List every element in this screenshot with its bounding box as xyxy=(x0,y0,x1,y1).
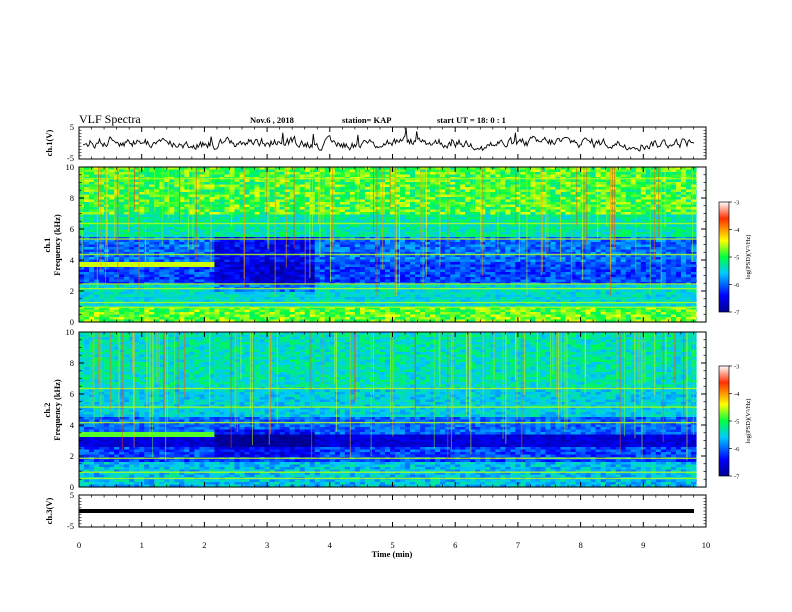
freq-tick-label: 2 xyxy=(70,286,74,296)
freq-tick-label: 0 xyxy=(70,317,74,327)
ch1-spec-ylabel: Frequency (kHz) xyxy=(52,214,62,276)
freq-tick-label: 6 xyxy=(70,224,74,234)
ch3-waveform-panel: 5 -5 ch.3(V) xyxy=(44,490,707,531)
figure-title: VLF Spectra xyxy=(79,112,141,126)
time-tick-label: 6 xyxy=(453,540,457,550)
colorbar-tick-label: -7 xyxy=(734,309,740,316)
time-axis-label: Time (min) xyxy=(372,549,413,559)
ch1-frequency-ticks: 0 2 4 6 8 10 xyxy=(66,162,706,327)
colorbar-tick-label: -3 xyxy=(734,199,739,206)
ch2-colorbar-ticks: -3 -4 -5 -6 -7 xyxy=(729,363,740,480)
ch3-ytick-bottom: -5 xyxy=(67,521,74,531)
ch2-spec-channel-label: ch.2 xyxy=(42,403,52,418)
ch1-colorbar-label: log(PSD)(V²/Hz) xyxy=(745,235,752,280)
ch2-spectrogram-image xyxy=(79,332,707,488)
ch1-colorbar-ticks: -3 -4 -5 -6 -7 xyxy=(729,199,740,316)
ch3-ytick-top: 5 xyxy=(70,490,74,500)
ch1-spectrogram-image xyxy=(79,167,707,323)
colorbar-tick-label: -4 xyxy=(734,227,740,234)
time-tick-label: 4 xyxy=(328,540,333,550)
freq-tick-label: 4 xyxy=(70,420,75,430)
ch2-frequency-ticks: 0 2 4 6 8 10 xyxy=(66,327,706,492)
time-tick-label: 7 xyxy=(516,540,520,550)
freq-tick-label: 8 xyxy=(70,358,74,368)
colorbar-tick-label: -6 xyxy=(734,282,740,289)
freq-tick-label: 0 xyxy=(70,482,74,492)
ch1-colorbar: -3 -4 -5 -6 -7 log(PSD)(V²/Hz) xyxy=(718,199,752,316)
start-time-label: start UT = 18: 0 : 1 xyxy=(437,115,506,125)
freq-tick-label: 2 xyxy=(70,451,74,461)
ch2-spec-ylabel: Frequency (kHz) xyxy=(52,379,62,441)
freq-tick-label: 10 xyxy=(66,162,75,172)
ch1-spec-channel-label: ch.1 xyxy=(42,238,52,253)
ch2-colorbar: -3 -4 -5 -6 -7 log(PSD)(V²/Hz) xyxy=(718,363,752,480)
ch1-spectrogram-panel: 0 2 4 6 8 10 ch.1 Frequency (kHz) xyxy=(42,162,707,327)
time-tick-label: 9 xyxy=(641,540,645,550)
ch2-colorbar-label: log(PSD)(V²/Hz) xyxy=(745,399,752,444)
ch3-waveform-ylabel: ch.3(V) xyxy=(44,497,54,524)
colorbar-tick-label: -4 xyxy=(734,391,740,398)
ch1-ytick-bottom: -5 xyxy=(67,153,74,163)
station-label: station= KAP xyxy=(342,115,391,125)
freq-tick-label: 6 xyxy=(70,389,74,399)
ch1-waveform-series xyxy=(82,127,695,152)
time-axis: 0 1 2 3 4 5 6 7 8 9 10 xyxy=(77,127,710,550)
time-tick-label: 1 xyxy=(140,540,144,550)
time-tick-label: 2 xyxy=(202,540,206,550)
ch3-waveform-series xyxy=(79,509,694,513)
time-tick-label: 3 xyxy=(265,540,269,550)
time-tick-label: 0 xyxy=(77,540,81,550)
time-tick-label: 10 xyxy=(702,540,711,550)
time-tick-label: 5 xyxy=(390,540,394,550)
ch2-spectrogram-panel: 0 2 4 6 8 10 ch.2 Frequency (kHz) xyxy=(42,327,707,492)
colorbar-tick-label: -7 xyxy=(734,473,740,480)
ch1-waveform-panel: 5 -5 ch.1(V) xyxy=(44,122,707,163)
date-label: Nov.6 , 2018 xyxy=(250,115,294,125)
colorbar-tick-label: -5 xyxy=(734,254,739,261)
ch1-ytick-top: 5 xyxy=(70,122,74,132)
colorbar-tick-label: -5 xyxy=(734,418,739,425)
ch1-waveform-line xyxy=(82,127,695,152)
colorbar-tick-label: -3 xyxy=(734,363,739,370)
time-tick-label: 8 xyxy=(578,540,582,550)
freq-tick-label: 10 xyxy=(66,327,75,337)
ch1-waveform-ylabel: ch.1(V) xyxy=(44,129,54,156)
colorbar-tick-label: -6 xyxy=(734,446,740,453)
freq-tick-label: 4 xyxy=(70,255,75,265)
freq-tick-label: 8 xyxy=(70,193,74,203)
